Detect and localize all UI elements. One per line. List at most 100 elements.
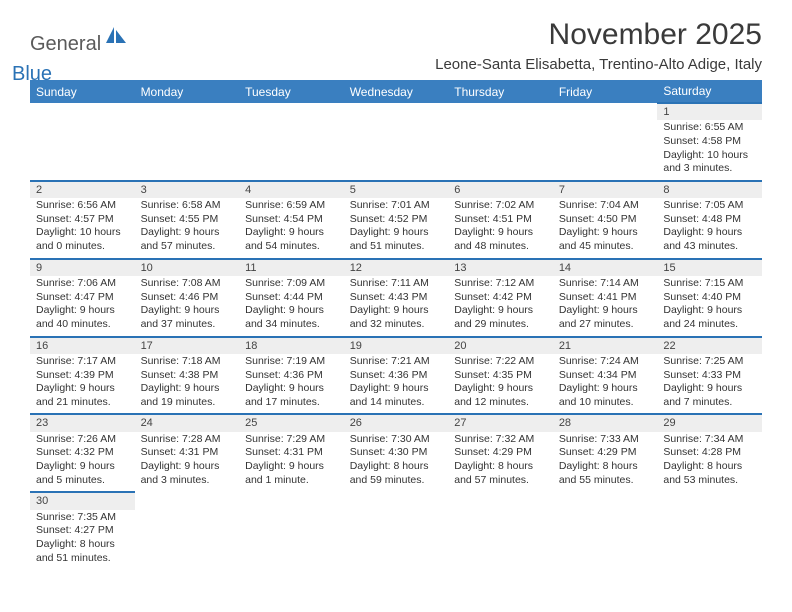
sunset-text: Sunset: 4:29 PM	[454, 446, 547, 460]
sunset-text: Sunset: 4:44 PM	[245, 291, 338, 305]
logo-part2: Blue	[12, 63, 52, 85]
day2-text: and 3 minutes.	[141, 474, 234, 488]
sunset-text: Sunset: 4:28 PM	[663, 446, 756, 460]
day-number-row: 23242526272829	[30, 414, 762, 431]
day2-text: and 7 minutes.	[663, 396, 756, 410]
day-number-cell	[553, 492, 658, 509]
day-data-row: Sunrise: 7:06 AMSunset: 4:47 PMDaylight:…	[30, 276, 762, 337]
day-data-cell: Sunrise: 7:34 AMSunset: 4:28 PMDaylight:…	[657, 432, 762, 493]
sunrise-text: Sunrise: 6:56 AM	[36, 199, 129, 213]
sunrise-text: Sunrise: 6:58 AM	[141, 199, 234, 213]
day-number-cell: 22	[657, 337, 762, 354]
day-data-cell: Sunrise: 7:24 AMSunset: 4:34 PMDaylight:…	[553, 354, 658, 415]
day-data-cell: Sunrise: 7:14 AMSunset: 4:41 PMDaylight:…	[553, 276, 658, 337]
day-number-cell	[448, 103, 553, 120]
sunset-text: Sunset: 4:48 PM	[663, 213, 756, 227]
day-number-cell	[344, 103, 449, 120]
day1-text: Daylight: 9 hours	[36, 304, 129, 318]
day1-text: Daylight: 9 hours	[663, 382, 756, 396]
day-number-cell: 5	[344, 181, 449, 198]
day1-text: Daylight: 9 hours	[663, 304, 756, 318]
day1-text: Daylight: 9 hours	[245, 304, 338, 318]
sunset-text: Sunset: 4:41 PM	[559, 291, 652, 305]
day-data-cell	[553, 510, 658, 570]
day1-text: Daylight: 9 hours	[245, 226, 338, 240]
day-number-cell	[657, 492, 762, 509]
day2-text: and 1 minute.	[245, 474, 338, 488]
sunrise-text: Sunrise: 7:32 AM	[454, 433, 547, 447]
logo-sail-icon	[105, 26, 127, 48]
day2-text: and 53 minutes.	[663, 474, 756, 488]
weekday-header: Thursday	[448, 80, 553, 103]
day-number-cell: 16	[30, 337, 135, 354]
day-number-cell: 13	[448, 259, 553, 276]
sunrise-text: Sunrise: 7:12 AM	[454, 277, 547, 291]
sunrise-text: Sunrise: 7:08 AM	[141, 277, 234, 291]
day1-text: Daylight: 9 hours	[141, 460, 234, 474]
sunrise-text: Sunrise: 7:11 AM	[350, 277, 443, 291]
day-number-cell	[448, 492, 553, 509]
day-number-cell: 4	[239, 181, 344, 198]
sunrise-text: Sunrise: 7:34 AM	[663, 433, 756, 447]
day-data-cell: Sunrise: 7:29 AMSunset: 4:31 PMDaylight:…	[239, 432, 344, 493]
day1-text: Daylight: 9 hours	[350, 382, 443, 396]
weekday-header: Monday	[135, 80, 240, 103]
day-data-cell: Sunrise: 7:33 AMSunset: 4:29 PMDaylight:…	[553, 432, 658, 493]
day-number-cell: 9	[30, 259, 135, 276]
sunrise-text: Sunrise: 7:06 AM	[36, 277, 129, 291]
day-data-cell: Sunrise: 7:21 AMSunset: 4:36 PMDaylight:…	[344, 354, 449, 415]
day-data-cell	[239, 510, 344, 570]
day2-text: and 12 minutes.	[454, 396, 547, 410]
sunset-text: Sunset: 4:57 PM	[36, 213, 129, 227]
day-number-cell: 7	[553, 181, 658, 198]
day1-text: Daylight: 9 hours	[245, 460, 338, 474]
day-number-cell	[135, 103, 240, 120]
sunrise-text: Sunrise: 6:55 AM	[663, 121, 756, 135]
calendar-table: Sunday Monday Tuesday Wednesday Thursday…	[30, 80, 762, 569]
day2-text: and 24 minutes.	[663, 318, 756, 332]
sunrise-text: Sunrise: 7:04 AM	[559, 199, 652, 213]
day2-text: and 51 minutes.	[36, 552, 129, 566]
day-number-row: 16171819202122	[30, 337, 762, 354]
sunset-text: Sunset: 4:54 PM	[245, 213, 338, 227]
day-number-cell: 25	[239, 414, 344, 431]
sunrise-text: Sunrise: 7:22 AM	[454, 355, 547, 369]
sunset-text: Sunset: 4:52 PM	[350, 213, 443, 227]
day-number-row: 1	[30, 103, 762, 120]
day2-text: and 40 minutes.	[36, 318, 129, 332]
sunset-text: Sunset: 4:31 PM	[141, 446, 234, 460]
day-data-cell: Sunrise: 7:11 AMSunset: 4:43 PMDaylight:…	[344, 276, 449, 337]
day1-text: Daylight: 9 hours	[454, 382, 547, 396]
sunset-text: Sunset: 4:27 PM	[36, 524, 129, 538]
sunset-text: Sunset: 4:47 PM	[36, 291, 129, 305]
day-number-cell: 2	[30, 181, 135, 198]
sunset-text: Sunset: 4:38 PM	[141, 369, 234, 383]
sunset-text: Sunset: 4:58 PM	[663, 135, 756, 149]
page-title: November 2025	[435, 18, 762, 52]
sunrise-text: Sunrise: 7:01 AM	[350, 199, 443, 213]
day-data-cell: Sunrise: 6:58 AMSunset: 4:55 PMDaylight:…	[135, 198, 240, 259]
sunrise-text: Sunrise: 7:35 AM	[36, 511, 129, 525]
sunset-text: Sunset: 4:36 PM	[245, 369, 338, 383]
day2-text: and 14 minutes.	[350, 396, 443, 410]
day1-text: Daylight: 8 hours	[559, 460, 652, 474]
day-number-row: 2345678	[30, 181, 762, 198]
day2-text: and 21 minutes.	[36, 396, 129, 410]
day-data-cell	[239, 120, 344, 181]
day2-text: and 43 minutes.	[663, 240, 756, 254]
sunrise-text: Sunrise: 7:09 AM	[245, 277, 338, 291]
sunset-text: Sunset: 4:43 PM	[350, 291, 443, 305]
day-number-cell: 26	[344, 414, 449, 431]
day-data-cell: Sunrise: 7:05 AMSunset: 4:48 PMDaylight:…	[657, 198, 762, 259]
day-data-cell	[344, 510, 449, 570]
sunrise-text: Sunrise: 7:30 AM	[350, 433, 443, 447]
day-data-cell	[657, 510, 762, 570]
day-number-cell: 15	[657, 259, 762, 276]
day-data-row: Sunrise: 7:35 AMSunset: 4:27 PMDaylight:…	[30, 510, 762, 570]
sunset-text: Sunset: 4:46 PM	[141, 291, 234, 305]
day-data-cell: Sunrise: 7:25 AMSunset: 4:33 PMDaylight:…	[657, 354, 762, 415]
day2-text: and 37 minutes.	[141, 318, 234, 332]
sunset-text: Sunset: 4:40 PM	[663, 291, 756, 305]
day-data-cell	[448, 510, 553, 570]
sunrise-text: Sunrise: 7:33 AM	[559, 433, 652, 447]
